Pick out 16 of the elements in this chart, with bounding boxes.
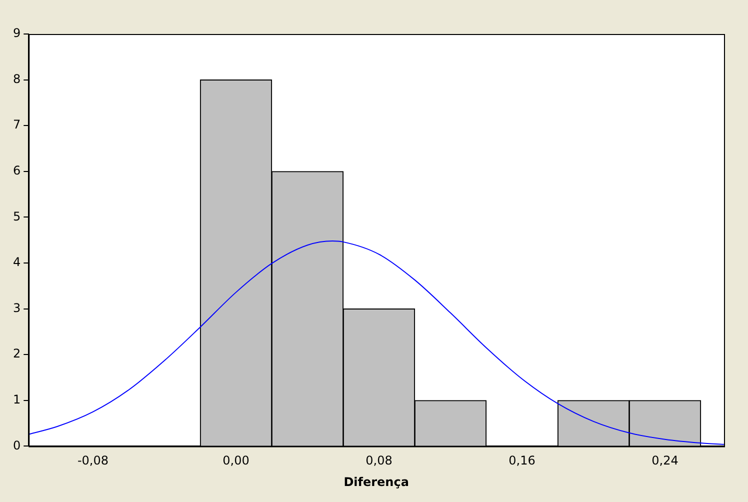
x-tick-label: 0,24 xyxy=(652,454,678,468)
x-tick-label: 0,16 xyxy=(508,454,536,468)
y-tick-label: 4 xyxy=(12,255,21,270)
y-tick-label: 0 xyxy=(12,438,21,452)
y-tick-label: 3 xyxy=(12,300,21,315)
y-tick-label: 1 xyxy=(12,392,21,407)
x-tick-label: 0,08 xyxy=(366,454,392,468)
y-tick-label: 2 xyxy=(12,346,21,361)
y-tick-label: 7 xyxy=(12,118,21,132)
y-tick-label: 8 xyxy=(12,72,21,86)
y-tick-label: 5 xyxy=(12,209,21,224)
y-tick-label: 6 xyxy=(12,164,21,178)
x-tick-label: 0,00 xyxy=(222,454,250,468)
x-axis-title: Diferença xyxy=(344,474,409,489)
y-tick-label: 9 xyxy=(12,26,21,40)
x-tick-label: -0,08 xyxy=(77,454,109,468)
